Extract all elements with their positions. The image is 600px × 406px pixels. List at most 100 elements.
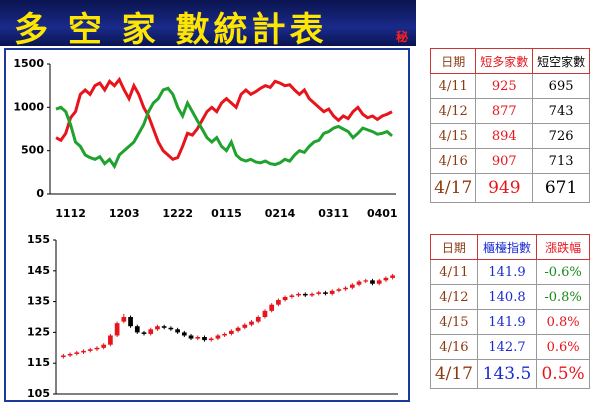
badge: 秘 <box>396 30 409 44</box>
candle-body <box>188 335 194 339</box>
table-row: 4/15 141.9 0.8% <box>430 309 590 335</box>
table-cell: 713 <box>532 148 590 174</box>
candle-body <box>168 327 174 330</box>
table-cell: 0.5% <box>536 359 590 389</box>
chart: 0 500 1000 1500 1112 1203 1222 0115 0214 0311 0401… <box>13 57 398 400</box>
table-row: 4/12 140.8 -0.8% <box>430 284 590 310</box>
table-row: 4/15 894 726 <box>429 123 590 149</box>
y-tick-label: 145 <box>27 264 50 277</box>
candle-body <box>329 290 335 294</box>
candle-body <box>161 326 167 328</box>
table-cell: 0.6% <box>536 334 590 360</box>
table-cell: 短多家數 <box>475 48 534 74</box>
y-tick-label: 115 <box>27 356 50 369</box>
index-table: 日期 櫃檯指數 漲跌幅 4/11 141.9 -0.6% 4/12 140.8 -0.8% 4/1… <box>430 234 590 389</box>
table-cell: 4/15 <box>430 309 478 335</box>
candle-body <box>141 332 147 334</box>
table-cell: 4/11 <box>430 259 478 285</box>
candle-body <box>235 327 241 331</box>
candle-body <box>181 332 187 336</box>
candle-body <box>114 323 120 336</box>
table-cell: 140.8 <box>476 284 538 310</box>
candle-body <box>370 280 375 284</box>
candle-body <box>67 353 73 356</box>
candle-body <box>302 293 308 296</box>
y-tick-label: 125 <box>27 325 50 338</box>
series-line <box>55 86 393 170</box>
table-cell: 894 <box>475 123 534 149</box>
table-cell: 143.5 <box>476 359 538 389</box>
table-cell: 141.9 <box>476 259 538 285</box>
table-cell: 0.8% <box>536 309 590 335</box>
candle-body <box>376 280 382 284</box>
table-cell: 4/16 <box>429 148 477 174</box>
table-cell: 4/16 <box>430 334 478 360</box>
candle-body <box>108 335 113 345</box>
table-cell: 671 <box>532 173 590 203</box>
candle-body <box>155 326 160 330</box>
candle-body <box>222 333 227 336</box>
table-row: 4/12 877 743 <box>429 98 590 124</box>
candle-body <box>390 275 395 278</box>
title: 多 空 家 數統計表 <box>14 10 328 50</box>
table-cell: 4/17 <box>430 359 478 389</box>
table-row: 日期 短多家數 短空家數 <box>429 48 590 74</box>
candle-body <box>242 324 248 328</box>
table-cell: -0.8% <box>536 284 590 310</box>
candle-body <box>61 355 66 358</box>
table-cell: 短空家數 <box>532 48 590 74</box>
y-tick-label: 1000 <box>13 100 44 113</box>
candle-body <box>323 292 328 294</box>
table-cell: -0.6% <box>536 259 590 285</box>
table-cell: 4/15 <box>429 123 477 149</box>
candle-body <box>195 337 201 339</box>
candle-body <box>363 280 369 282</box>
candle-body <box>175 329 180 333</box>
table-cell: 日期 <box>429 48 477 74</box>
chart-box: 0 500 1000 1500 1112 1203 1222 0115 0214 0311 0401… <box>4 48 410 402</box>
table-cell: 4/17 <box>429 173 477 203</box>
x-tick-label: 0401 <box>367 207 398 220</box>
table-cell: 櫃檯指數 <box>476 234 538 260</box>
series-line <box>55 76 393 162</box>
candle-body <box>101 344 107 348</box>
candle-body <box>309 293 315 296</box>
candle-body <box>94 347 100 350</box>
table-row: 日期 櫃檯指數 漲跌幅 <box>430 234 590 260</box>
x-tick-label: 1222 <box>162 207 193 220</box>
candle-body <box>208 338 214 341</box>
table-row: 4/17 143.5 0.5% <box>430 359 590 389</box>
table-cell: 695 <box>532 73 590 99</box>
candle-body <box>282 296 288 301</box>
candle-body <box>249 321 254 325</box>
x-tick-label: 0311 <box>318 207 349 220</box>
x-tick-label: 1203 <box>109 207 140 220</box>
table-cell: 漲跌幅 <box>536 234 590 260</box>
table-cell: 925 <box>475 73 534 99</box>
candle-body <box>87 349 93 351</box>
candle-body <box>316 292 322 294</box>
table-row: 4/11 925 695 <box>429 73 590 99</box>
candle-body <box>202 337 207 341</box>
candle-body <box>134 326 140 333</box>
candle-body <box>383 277 389 281</box>
candle-body <box>128 317 133 327</box>
candle-body <box>356 281 362 285</box>
table-row: 4/17 949 671 <box>429 173 590 203</box>
candle-body <box>269 304 275 311</box>
candle-body <box>262 310 268 317</box>
x-tick-label: 1112 <box>55 207 86 220</box>
table-cell: 4/12 <box>429 98 477 124</box>
y-tick-label: 105 <box>27 387 50 400</box>
breadth-table: 日期 短多家數 短空家數 4/11 925 695 4/12 877 743 4/15 894 726… <box>429 48 590 203</box>
candle-body <box>255 317 261 322</box>
table-cell: 141.9 <box>476 309 538 335</box>
table-cell: 日期 <box>430 234 478 260</box>
table-cell: 4/11 <box>429 73 477 99</box>
x-tick-label: 0214 <box>265 207 296 220</box>
y-tick-label: 0 <box>36 187 44 200</box>
candle-body <box>148 329 154 334</box>
table-cell: 907 <box>475 148 534 174</box>
candle-body <box>349 284 355 288</box>
